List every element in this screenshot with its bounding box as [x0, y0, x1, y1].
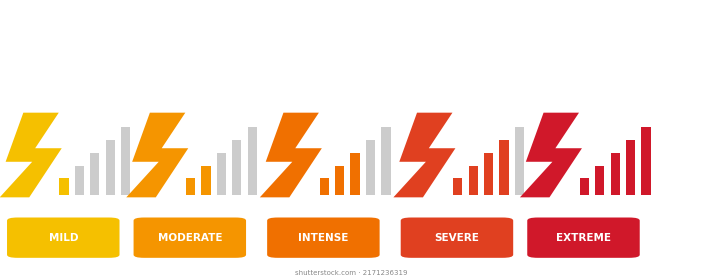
FancyBboxPatch shape — [527, 218, 640, 258]
Text: INTENSITY SCALE: INTENSITY SCALE — [202, 25, 501, 54]
FancyBboxPatch shape — [453, 178, 463, 195]
FancyBboxPatch shape — [626, 140, 636, 195]
FancyBboxPatch shape — [366, 140, 375, 195]
Text: MODERATE: MODERATE — [157, 233, 222, 243]
Text: shutterstock.com · 2171236319: shutterstock.com · 2171236319 — [295, 270, 408, 276]
FancyBboxPatch shape — [515, 127, 524, 195]
FancyBboxPatch shape — [611, 153, 620, 195]
Polygon shape — [394, 113, 456, 197]
Text: INTENSE: INTENSE — [298, 233, 349, 243]
Text: MILD: MILD — [49, 233, 78, 243]
FancyBboxPatch shape — [267, 218, 380, 258]
FancyBboxPatch shape — [382, 127, 391, 195]
FancyBboxPatch shape — [247, 127, 257, 195]
FancyBboxPatch shape — [75, 166, 84, 195]
FancyBboxPatch shape — [469, 166, 478, 195]
FancyBboxPatch shape — [186, 178, 195, 195]
FancyBboxPatch shape — [500, 140, 509, 195]
FancyBboxPatch shape — [595, 166, 605, 195]
Polygon shape — [520, 113, 582, 197]
FancyBboxPatch shape — [641, 127, 651, 195]
FancyBboxPatch shape — [350, 153, 360, 195]
FancyBboxPatch shape — [202, 166, 211, 195]
FancyBboxPatch shape — [217, 153, 226, 195]
Polygon shape — [260, 113, 322, 197]
FancyBboxPatch shape — [401, 218, 513, 258]
FancyBboxPatch shape — [59, 178, 69, 195]
FancyBboxPatch shape — [106, 140, 115, 195]
FancyBboxPatch shape — [7, 218, 120, 258]
FancyBboxPatch shape — [134, 218, 246, 258]
Text: EXTREME: EXTREME — [556, 233, 611, 243]
FancyBboxPatch shape — [233, 140, 242, 195]
FancyBboxPatch shape — [335, 166, 344, 195]
FancyBboxPatch shape — [90, 153, 100, 195]
Text: SEVERE: SEVERE — [434, 233, 479, 243]
Polygon shape — [0, 113, 62, 197]
FancyBboxPatch shape — [121, 127, 131, 195]
FancyBboxPatch shape — [320, 178, 329, 195]
FancyBboxPatch shape — [484, 153, 494, 195]
Polygon shape — [127, 113, 188, 197]
FancyBboxPatch shape — [580, 178, 589, 195]
